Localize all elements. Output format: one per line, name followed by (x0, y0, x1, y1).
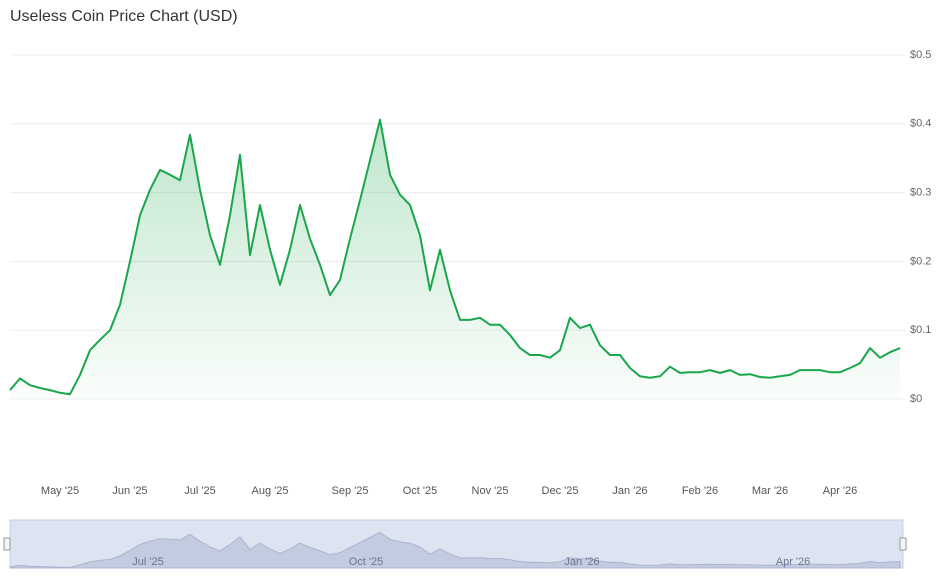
x-tick-label: Nov '25 (472, 485, 509, 497)
navigator-area (9, 531, 901, 569)
x-tick-label: Aug '25 (252, 485, 289, 497)
x-tick-label: Oct '25 (403, 485, 438, 497)
x-tick-label: Apr '26 (823, 485, 858, 497)
navigator-handle[interactable] (899, 537, 907, 551)
y-tick-label: $0 (910, 393, 922, 405)
y-tick-label: $0.1 (910, 324, 931, 336)
x-tick-label: Feb '26 (682, 485, 718, 497)
price-line (9, 118, 901, 396)
y-tick-label: $0.4 (910, 118, 931, 130)
x-tick-label: Jul '25 (184, 485, 215, 497)
x-tick-label: Dec '25 (542, 485, 579, 497)
chart-title: Useless Coin Price Chart (USD) (10, 8, 238, 25)
navigator-label: Jan '26 (564, 556, 599, 568)
navigator-label: Apr '26 (776, 556, 811, 568)
y-tick-label: $0.3 (910, 187, 931, 199)
y-tick-label: $0.5 (910, 49, 931, 61)
y-tick-label: $0.2 (910, 255, 931, 267)
x-tick-label: Mar '26 (752, 485, 788, 497)
navigator-label: Jul '25 (132, 556, 163, 568)
navigator-handle[interactable] (3, 537, 11, 551)
x-tick-label: Jun '25 (112, 485, 147, 497)
x-tick-label: Jan '26 (612, 485, 647, 497)
navigator-label: Oct '25 (349, 556, 384, 568)
x-tick-label: May '25 (41, 485, 79, 497)
price-area (10, 119, 900, 399)
x-tick-label: Sep '25 (332, 485, 369, 497)
